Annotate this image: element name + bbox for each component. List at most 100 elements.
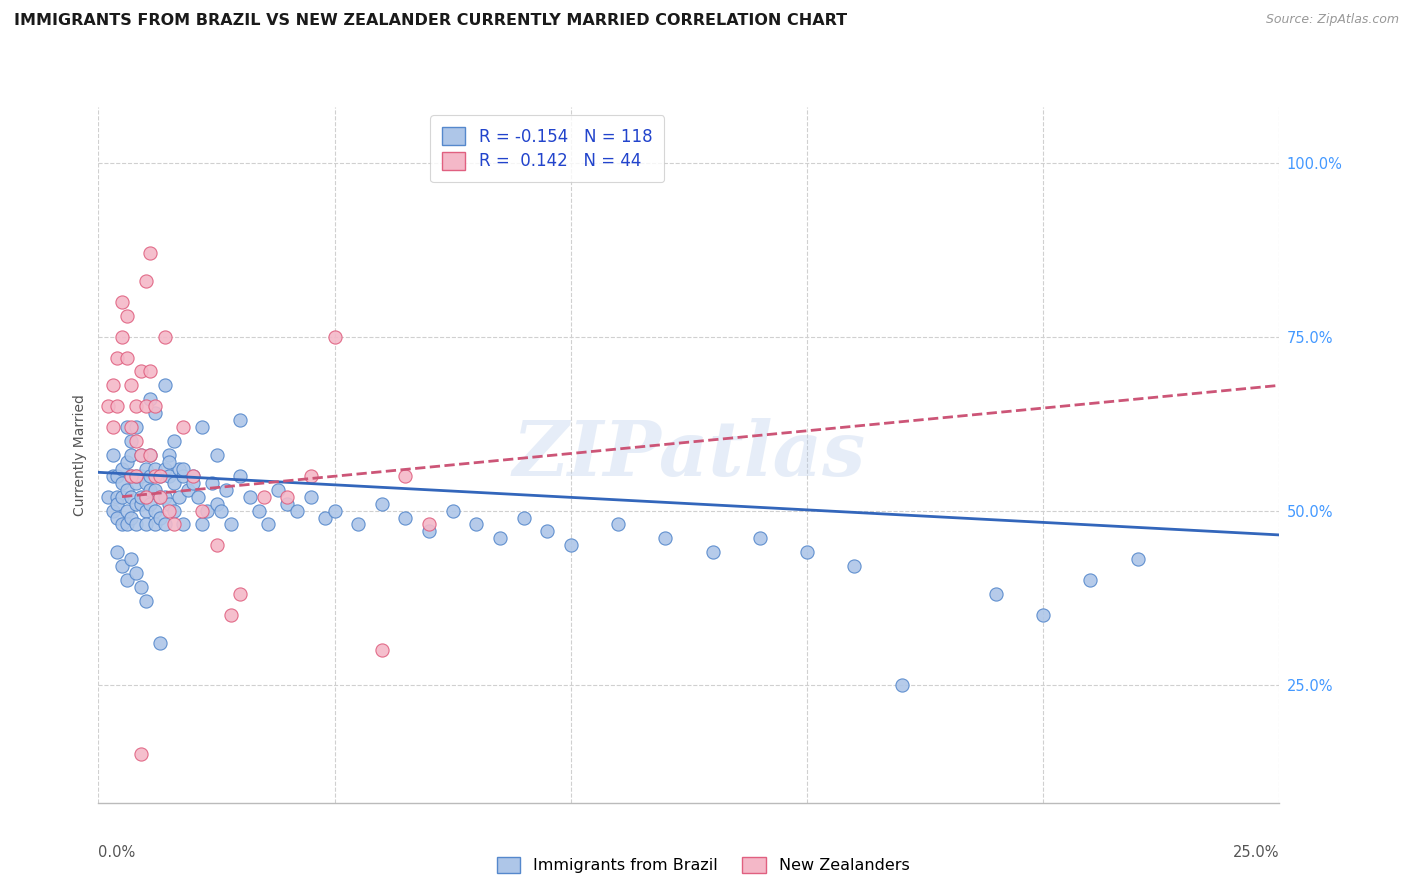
Point [121,434,143,448]
Point [129,468,152,483]
Text: Source: ZipAtlas.com: Source: ZipAtlas.com [1265,13,1399,27]
Point [129,497,152,511]
Point [115,455,138,469]
Point [135,399,157,413]
Point [394,510,416,524]
Point [115,573,138,587]
Point [97,490,120,504]
Point [129,448,152,462]
Point [115,483,138,497]
Point [111,517,134,532]
Point [890,677,912,691]
Point [115,517,138,532]
Point [139,392,162,407]
Point [121,490,143,504]
Point [157,455,180,469]
Legend: Immigrants from Brazil, New Zealanders: Immigrants from Brazil, New Zealanders [491,850,915,880]
Point [121,510,143,524]
Point [149,510,172,524]
Point [191,503,214,517]
Point [135,503,157,517]
Point [97,399,120,413]
Point [125,566,148,581]
Point [167,462,190,476]
Point [371,497,394,511]
Point [1080,573,1102,587]
Point [163,503,186,517]
Point [654,532,676,546]
Point [205,448,228,462]
Point [111,294,134,309]
Point [205,538,228,552]
Point [129,364,152,378]
Point [257,517,280,532]
Point [121,468,143,483]
Point [115,503,138,517]
Point [253,490,276,504]
Point [143,406,166,420]
Point [115,420,138,434]
Point [177,483,200,497]
Point [121,448,143,462]
Point [172,468,194,483]
Point [748,532,770,546]
Point [153,378,176,392]
Point [111,475,134,490]
Point [111,462,134,476]
Point [125,497,148,511]
Point [153,329,176,343]
Point [129,747,152,761]
Text: IMMIGRANTS FROM BRAZIL VS NEW ZEALANDER CURRENTLY MARRIED CORRELATION CHART: IMMIGRANTS FROM BRAZIL VS NEW ZEALANDER … [14,13,848,29]
Point [139,448,162,462]
Point [172,517,194,532]
Point [441,503,464,517]
Y-axis label: Currently Married: Currently Married [73,394,87,516]
Point [149,490,172,504]
Point [172,420,194,434]
Point [143,483,166,497]
Point [105,490,128,504]
Point [135,490,157,504]
Point [796,545,818,559]
Point [143,503,166,517]
Legend: R = -0.154   N = 118, R =  0.142   N = 44: R = -0.154 N = 118, R = 0.142 N = 44 [430,115,664,182]
Point [172,462,194,476]
Point [121,378,143,392]
Point [418,517,440,532]
Point [1032,607,1054,622]
Point [129,490,152,504]
Point [157,468,180,483]
Point [143,462,166,476]
Point [111,329,134,343]
Point [702,545,724,559]
Point [219,517,242,532]
Point [191,517,214,532]
Point [181,475,204,490]
Point [205,497,228,511]
Point [209,503,232,517]
Point [394,468,416,483]
Point [239,490,262,504]
Point [115,351,138,365]
Point [323,329,346,343]
Point [101,468,124,483]
Point [285,503,308,517]
Point [143,517,166,532]
Point [247,503,270,517]
Point [125,399,148,413]
Point [187,490,209,504]
Point [105,351,128,365]
Point [191,420,214,434]
Point [135,462,157,476]
Point [844,559,866,574]
Point [129,448,152,462]
Point [512,510,534,524]
Point [157,503,180,517]
Point [167,490,190,504]
Text: ZIPatlas: ZIPatlas [512,418,866,491]
Point [153,490,176,504]
Point [149,468,172,483]
Point [1126,552,1149,566]
Point [139,448,162,462]
Point [111,490,134,504]
